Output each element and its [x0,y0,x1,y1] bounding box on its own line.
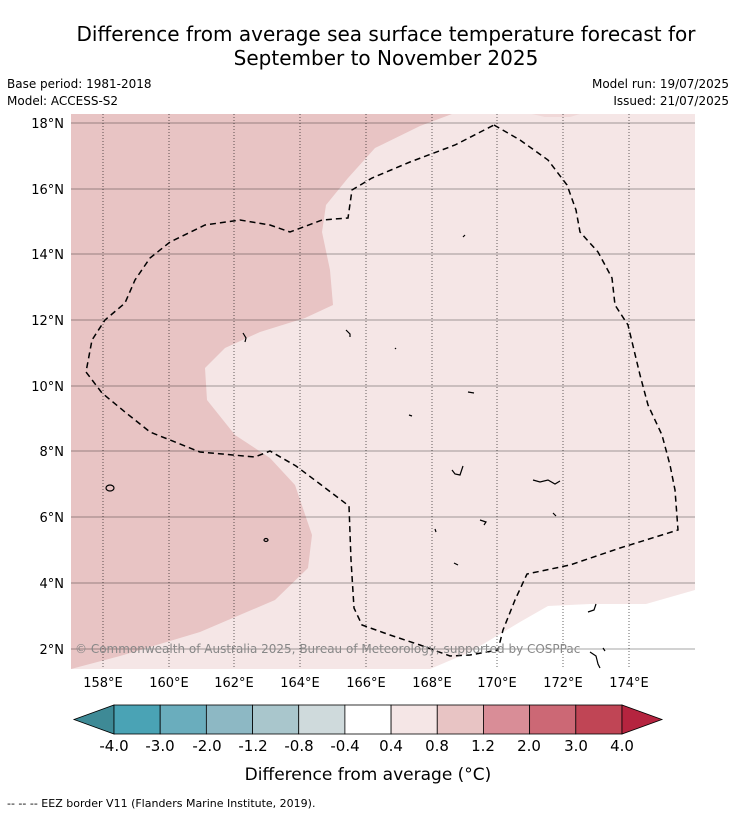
lon-label: 174°E [609,676,649,691]
base-period: Base period: 1981-2018 [7,77,152,91]
colorbar-label: -0.8 [284,737,313,755]
lon-label: 158°E [83,676,123,691]
model-run: Model run: 19/07/2025 [591,77,729,91]
colorbar-swatch [113,704,161,735]
longitude-labels: 158°E 160°E 162°E 164°E 166°E 168°E 170°… [83,676,649,691]
copyright-notice: © Commonwealth of Australia 2025, Bureau… [75,642,580,656]
colorbar-swatch [344,704,392,735]
lon-label: 170°E [477,676,517,691]
eez-border [85,124,679,657]
colorbar-swatch [252,704,300,735]
colorbar-title: Difference from average (°C) [245,765,492,785]
colorbar-label: -4.0 [99,737,128,755]
colorbar-extend-high [621,704,664,735]
lat-label: 8°N [40,445,65,460]
gridlines [71,122,695,650]
lon-label: 166°E [346,676,386,691]
lon-label: 160°E [149,676,189,691]
colorbar-extend-low [72,704,115,735]
colorbar-label: 2.0 [517,737,541,755]
colorbar-swatch [159,704,207,735]
map-area: © Commonwealth of Australia 2025, Bureau… [71,114,695,669]
eez-footnote: -- -- -- EEZ border V11 (Flanders Marine… [7,797,316,810]
colorbar-label: 4.0 [610,737,634,755]
colorbar-label: -2.0 [192,737,221,755]
lon-label: 162°E [214,676,254,691]
colorbar-label: -3.0 [145,737,174,755]
colorbar [72,704,664,735]
colorbar-label: 3.0 [564,737,588,755]
colorbar-swatch [390,704,438,735]
map-title-line2: September to November 2025 [233,46,539,70]
colorbar-swatch [436,704,484,735]
lat-label: 16°N [31,183,64,198]
colorbar-swatch [529,704,577,735]
model-name: Model: ACCESS-S2 [7,94,119,108]
map-title-line1: Difference from average sea surface temp… [76,22,696,46]
colorbar-label: 1.2 [471,737,495,755]
colorbar-swatch [205,704,253,735]
colorbar-label: -1.2 [238,737,267,755]
issued-date: Issued: 21/07/2025 [613,94,729,108]
colorbar-swatch [298,704,346,735]
lat-label: 18°N [31,117,64,132]
colorbar-label: 0.4 [379,737,403,755]
lon-label: 172°E [543,676,583,691]
islands [105,234,606,669]
lon-label: 168°E [412,676,452,691]
latitude-labels: 18°N 16°N 14°N 12°N 10°N 8°N 6°N 4°N 2°N [31,117,64,658]
colorbar-label: 0.8 [425,737,449,755]
lat-label: 14°N [31,248,64,263]
lat-label: 12°N [31,314,64,329]
colorbar-labels: -4.0 -3.0 -2.0 -1.2 -0.8 -0.4 0.4 0.8 1.… [99,737,634,755]
lat-label: 6°N [40,511,65,526]
lat-label: 4°N [40,577,65,592]
anomaly-0.8-1.2-region [71,114,452,669]
lon-label: 164°E [280,676,320,691]
lat-label: 2°N [40,643,65,658]
colorbar-swatch [483,704,531,735]
colorbar-label: -0.4 [330,737,359,755]
colorbar-swatch [575,704,623,735]
meridians [102,114,630,669]
lat-label: 10°N [31,380,64,395]
